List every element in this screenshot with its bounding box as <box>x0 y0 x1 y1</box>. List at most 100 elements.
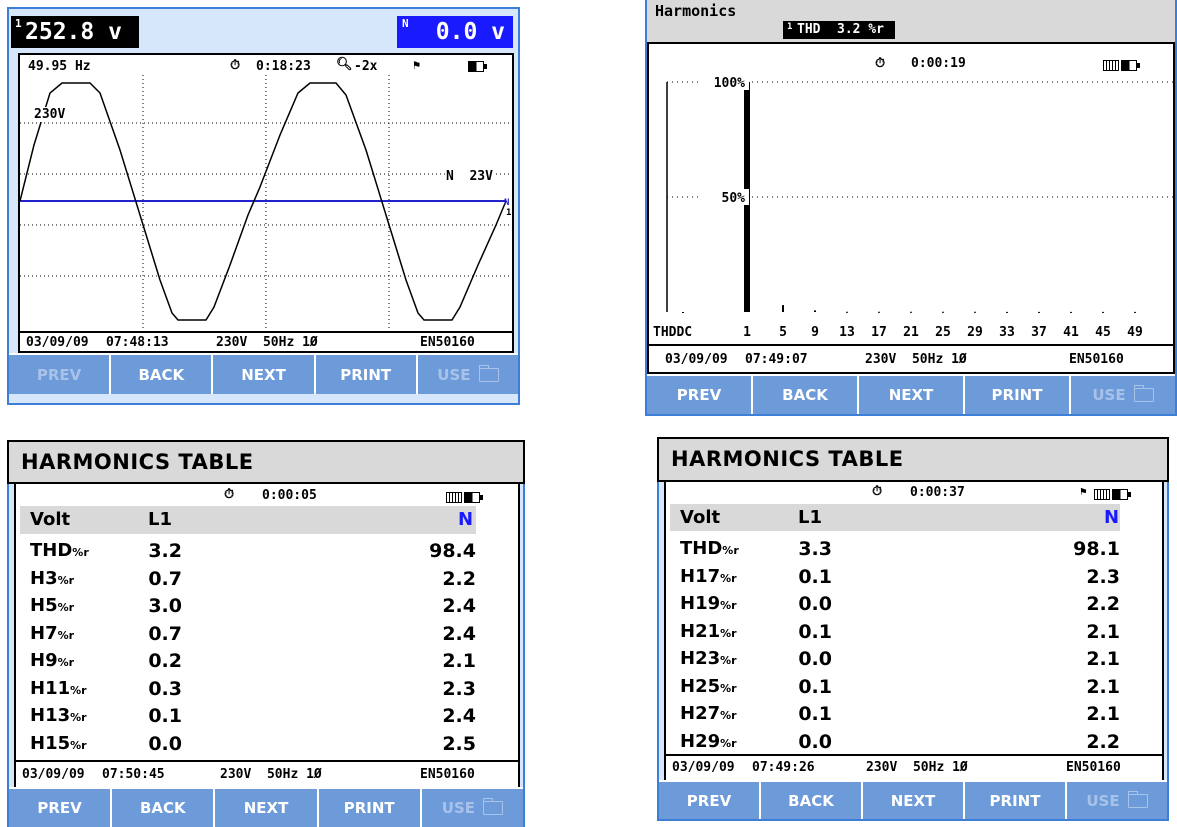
n-value: 2.5 <box>442 732 476 755</box>
thd-badge: 1 THD 3.2 %r <box>783 21 895 39</box>
n-marker: N <box>504 198 509 208</box>
x-tick-label: 45 <box>1095 325 1111 340</box>
harmonic-name: H13 <box>30 705 71 726</box>
chart-tick-labels: THDDC 1 5 9 13 17 21 25 29 33 37 41 45 49 <box>653 325 1143 340</box>
timer-icon: ⏱ <box>875 56 886 71</box>
x-tick-label: 21 <box>903 325 919 340</box>
next-button[interactable]: NEXT <box>213 355 316 394</box>
x-tick-label: 9 <box>811 325 819 340</box>
prev-button[interactable]: PREV <box>9 355 112 394</box>
frequency-readout: 49.95 Hz <box>28 59 91 74</box>
harmonic-name: H7 <box>30 622 58 644</box>
table2-screen: ⏱ 0:00:37 ⚑ Volt L1 N THD%r 3.3 98.1 H17%r 0… <box>664 482 1164 780</box>
next-button[interactable]: NEXT <box>859 376 965 414</box>
config: 230V 50Hz 1Ø <box>865 352 967 367</box>
back-button[interactable]: BACK <box>753 376 859 414</box>
col-l1: L1 <box>798 507 822 528</box>
harmonics-softkeys: PREV BACK NEXT PRINT USE <box>647 374 1175 414</box>
back-button[interactable]: BACK <box>761 782 863 819</box>
bar-21 <box>910 311 912 313</box>
l1-value: 0.0 <box>798 648 832 670</box>
harmonics-status-bar: 03/09/09 07:49:07 230V 50Hz 1Ø EN50160 <box>649 344 1173 372</box>
harmonic-name: H25 <box>680 675 721 697</box>
chart-grid <box>666 81 1173 312</box>
table1-status-bar: 03/09/09 07:50:45 230V 50Hz 1Ø EN50160 <box>16 760 518 787</box>
harmonic-name: H27 <box>680 703 721 724</box>
y-tick-label-bg <box>701 74 749 90</box>
row-label: H5%r <box>30 595 74 616</box>
back-button[interactable]: BACK <box>111 355 214 394</box>
standard: EN50160 <box>420 767 475 782</box>
n-value: 2.2 <box>1086 730 1120 753</box>
unit-label: %r <box>720 654 737 667</box>
row-label: H19%r <box>680 593 737 614</box>
l1-value: 3.3 <box>798 538 832 560</box>
prev-button[interactable]: PREV <box>659 782 761 819</box>
standard: EN50160 <box>1066 760 1121 775</box>
bar-5 <box>782 305 784 312</box>
thd-value: 3.2 %r <box>837 22 884 37</box>
use-label: USE <box>437 365 471 384</box>
print-button[interactable]: PRINT <box>315 355 418 394</box>
table1-column-header: Volt L1 N <box>20 506 476 534</box>
row-label: H17%r <box>680 566 737 587</box>
row-label: H13%r <box>30 705 87 726</box>
thd-channel: 1 <box>787 22 793 32</box>
use-label: USE <box>1086 791 1120 810</box>
row-label: H7%r <box>30 623 74 644</box>
use-button[interactable]: USE <box>417 355 519 394</box>
battery-icon <box>1112 489 1131 500</box>
prev-button[interactable]: PREV <box>9 789 113 827</box>
table1-title: HARMONICS TABLE <box>21 450 254 474</box>
harmonics-screen: ⏱ 0:00:19 THDDC 1 5 9 13 17 21 25 29 33 37 41 45 49 1… <box>647 42 1175 374</box>
n-value: 2.1 <box>1086 703 1120 725</box>
use-label: USE <box>441 799 476 817</box>
table2-title: HARMONICS TABLE <box>671 447 904 471</box>
l1-value: 0.1 <box>798 675 832 698</box>
col-n: N <box>1104 507 1120 528</box>
bar-33 <box>1006 311 1008 313</box>
next-button[interactable]: NEXT <box>215 789 319 827</box>
time: 07:48:13 <box>106 335 169 350</box>
use-label: USE <box>1092 386 1126 404</box>
bar-9 <box>814 310 816 312</box>
row-label: H21%r <box>680 621 737 642</box>
print-button[interactable]: PRINT <box>965 782 1067 819</box>
print-button[interactable]: PRINT <box>965 376 1071 414</box>
back-button[interactable]: BACK <box>112 789 216 827</box>
print-button[interactable]: PRINT <box>318 789 422 827</box>
use-button[interactable]: USE <box>1067 782 1167 819</box>
table1-screen: ⏱ 0:00:05 Volt L1 N THD%r 3.2 98.4 H3%r 0.7 2… <box>14 484 520 787</box>
next-button[interactable]: NEXT <box>863 782 965 819</box>
harmonic-name: THD <box>680 538 723 559</box>
scope-softkeys: PREV BACK NEXT PRINT USE <box>9 353 519 394</box>
harmonic-name: H9 <box>30 650 58 671</box>
unit-label: %r <box>70 711 87 724</box>
row-label: H27%r <box>680 703 737 724</box>
zoom-readout: -2x <box>354 59 378 74</box>
x-tick-label: 49 <box>1127 325 1143 340</box>
n-value: 2.2 <box>1086 593 1120 615</box>
row-label: H23%r <box>680 648 737 669</box>
x-tick-label: 37 <box>1031 325 1047 340</box>
folder-icon <box>478 364 499 382</box>
time: 07:50:45 <box>102 767 165 782</box>
harmonics-bar-chart: THDDC 1 5 9 13 17 21 25 29 33 37 41 45 49 100% 50% <box>653 74 1173 340</box>
use-button[interactable]: USE <box>1071 376 1175 414</box>
l1-value: 0.1 <box>798 620 832 643</box>
unit-label: %r <box>720 626 737 640</box>
n-channel-label: N <box>402 17 409 30</box>
n-reading: 0.0 v <box>435 19 505 45</box>
scope-screen: 49.95 Hz ⏱ 0:18:23 🔍︎ -2x ⚑ N 1 230V N 2… <box>18 53 514 353</box>
col-volt: Volt <box>30 509 71 530</box>
x-tick-label: 5 <box>779 325 787 340</box>
n-value: 2.1 <box>1086 620 1120 643</box>
timer-icon: ⏱ <box>872 484 883 499</box>
bar-41 <box>1070 311 1072 313</box>
unit-label: %r <box>720 736 737 750</box>
l1-value: 0.0 <box>148 732 182 755</box>
use-button[interactable]: USE <box>421 789 524 827</box>
harmonics-timer: 0:00:19 <box>911 56 966 71</box>
prev-button[interactable]: PREV <box>647 376 753 414</box>
n-value: 2.3 <box>442 677 476 700</box>
